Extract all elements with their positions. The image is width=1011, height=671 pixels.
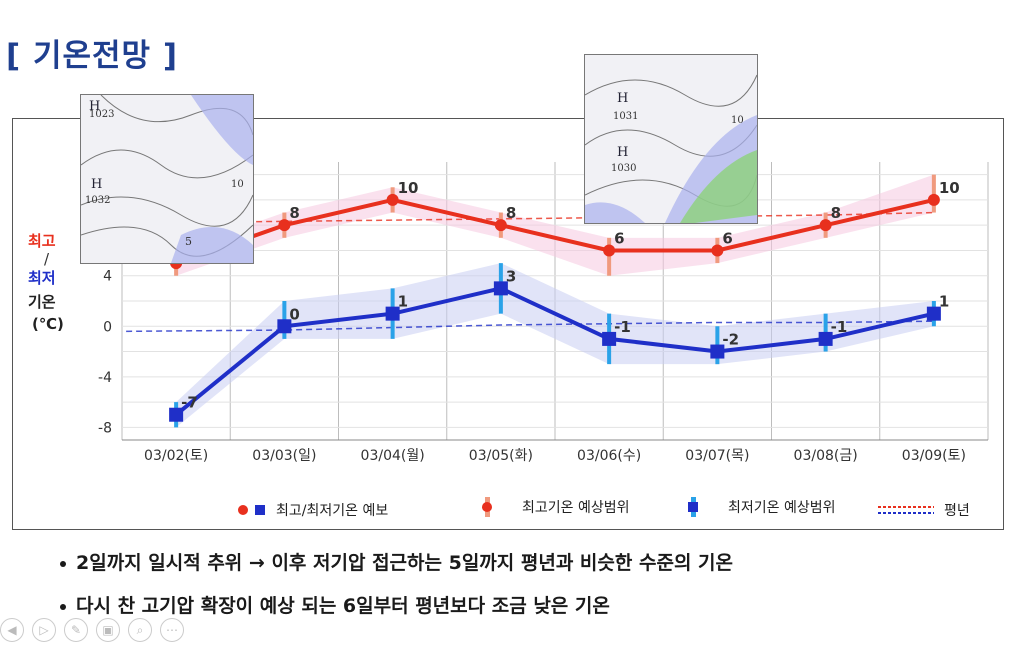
min-temp-label: -7 xyxy=(181,394,198,412)
legend-normal-label: 평년 xyxy=(944,503,970,519)
min-temp-point xyxy=(926,306,941,321)
x-tick-label: 03/08(금) xyxy=(794,448,858,464)
max-temp-point xyxy=(386,193,399,206)
y-title-unit: (℃) xyxy=(32,315,64,333)
y-title-slash: / xyxy=(44,250,50,268)
bullet-1: 2일까지 일시적 추위 → 이후 저기압 접근하는 5일까지 평년과 비슷한 수… xyxy=(60,548,733,575)
max-temp-point xyxy=(278,219,291,232)
min-temp-label: 0 xyxy=(289,305,299,323)
x-tick-label: 03/07(목) xyxy=(685,448,749,464)
min-temp-point xyxy=(710,344,725,359)
min-temp-label: -2 xyxy=(722,331,739,349)
y-title-min: 최저 xyxy=(28,269,56,287)
max-temp-point xyxy=(603,244,616,257)
min-temp-point xyxy=(385,306,400,321)
max-temp-label: 8 xyxy=(289,204,299,222)
max-temp-label: 8 xyxy=(506,204,516,222)
max-temp-line xyxy=(175,197,935,265)
pen-icon[interactable]: ✎ xyxy=(64,618,88,642)
min-temp-line xyxy=(174,286,935,417)
max-temp-point xyxy=(711,244,724,257)
min-temp-point xyxy=(602,331,617,346)
bullet-1-text: 2일까지 일시적 추위 → 이후 저기압 접근하는 5일까지 평년과 비슷한 수… xyxy=(76,552,734,574)
legend-forecast-label: 최고/최저기온 예보 xyxy=(276,503,389,519)
y-title-temp: 기온 xyxy=(28,293,56,311)
min-temp-label: -1 xyxy=(831,318,848,336)
min-normal-line xyxy=(126,320,934,333)
summary-bullets: 2일까지 일시적 추위 → 이후 저기압 접근하는 5일까지 평년과 비슷한 수… xyxy=(60,548,733,634)
legend-forecast: 최고/최저기온 예보 xyxy=(236,500,388,520)
max-temp-label: 8 xyxy=(831,204,841,222)
zoom-icon[interactable]: ⌕ xyxy=(128,618,152,642)
min-temp-point xyxy=(493,281,508,296)
y-tick-label: 4 xyxy=(103,269,112,285)
min-temp-point xyxy=(169,407,184,422)
min-range-band xyxy=(176,263,934,428)
min-temp-label: -1 xyxy=(614,318,631,336)
weather-map-1-contours xyxy=(81,95,253,263)
legend-normal: 평년 xyxy=(878,500,970,520)
bullet-2-text: 다시 찬 고기압 확장이 예상 되는 6일부터 평년보다 조금 낮은 기온 xyxy=(76,595,610,617)
slides-icon[interactable]: ▣ xyxy=(96,618,120,642)
bullet-2: 다시 찬 고기압 확장이 예상 되는 6일부터 평년보다 조금 낮은 기온 xyxy=(60,591,733,618)
min-temp-label: 3 xyxy=(506,267,516,285)
legend-min-range: 최저기온 예상범위 xyxy=(688,496,836,518)
max-temp-label: 10 xyxy=(939,179,960,197)
max-temp-label: 10 xyxy=(398,179,419,197)
max-temp-point xyxy=(494,219,507,232)
max-temp-point xyxy=(927,193,940,206)
min-temp-label: 1 xyxy=(398,293,408,311)
weather-map-1: H 1023 H 1032 10 5 xyxy=(80,94,254,264)
x-tick-label: 03/03(일) xyxy=(252,448,316,464)
x-tick-label: 03/09(토) xyxy=(902,448,966,464)
min-temp-label: 1 xyxy=(939,293,949,311)
legend-max-range: 최고기온 예상범위 xyxy=(482,496,630,518)
next-icon[interactable]: ▷ xyxy=(32,618,56,642)
x-tick-label: 03/06(수) xyxy=(577,448,641,464)
y-tick-label: -4 xyxy=(98,370,112,386)
legend-normal-marker xyxy=(878,506,934,514)
x-tick-label: 03/04(월) xyxy=(361,448,425,464)
max-temp-label: 6 xyxy=(722,229,732,247)
page-title: [ 기온전망 ] xyxy=(6,38,179,74)
min-temp-point xyxy=(277,319,292,334)
y-tick-label: -8 xyxy=(98,420,112,436)
y-title-max: 최고 xyxy=(28,232,56,250)
prev-icon[interactable]: ◀ xyxy=(0,618,24,642)
more-icon[interactable]: ⋯ xyxy=(160,618,184,642)
max-temp-label: 6 xyxy=(614,229,624,247)
y-tick-label: 0 xyxy=(103,319,112,335)
x-tick-label: 03/05(화) xyxy=(469,448,533,464)
bullet-dot xyxy=(60,560,66,567)
max-temp-point xyxy=(819,219,832,232)
legend-min-range-label: 최저기온 예상범위 xyxy=(728,500,836,516)
slideshow-toolbar: ◀ ▷ ✎ ▣ ⌕ ⋯ xyxy=(0,618,184,642)
weather-map-2: H 1031 H 1030 10 xyxy=(584,54,758,224)
legend-max-range-marker xyxy=(482,497,492,517)
legend-max-range-label: 최고기온 예상범위 xyxy=(522,500,630,516)
min-temp-point xyxy=(818,331,833,346)
bullet-dot xyxy=(60,603,66,610)
max-normal-line xyxy=(126,211,934,224)
max-range-band xyxy=(176,174,934,276)
x-tick-label: 03/02(토) xyxy=(144,448,208,464)
legend-forecast-marker xyxy=(238,505,265,515)
weather-map-2-contours xyxy=(585,74,757,223)
legend-min-range-marker xyxy=(688,497,698,517)
